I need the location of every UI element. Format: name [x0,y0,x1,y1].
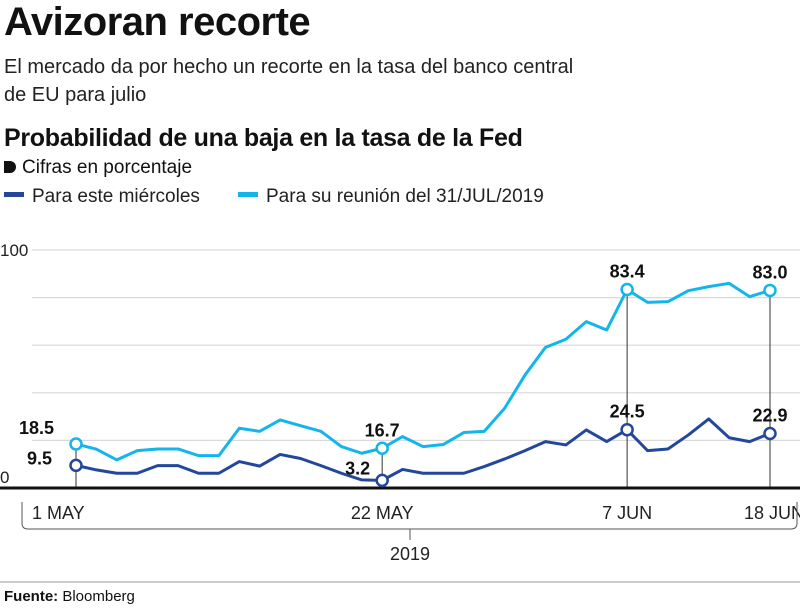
data-point-marker [763,283,777,298]
data-label: 18.5 [19,418,54,438]
data-point-marker [69,437,83,451]
page-title: Avizoran recorte [4,0,311,44]
data-point-marker [620,282,634,297]
unit-note-text: Cifras en porcentaje [22,157,193,178]
x-tick-label: 1 MAY [32,503,85,523]
bullet-icon [4,161,16,173]
x-year-label: 2019 [390,544,430,564]
data-label: 16.7 [365,420,400,440]
legend-swatch-dark [4,192,24,197]
subtitle-line-1: El mercado da por hecho un recorte en la… [4,56,574,78]
legend-item-light: Para su reunión del 31/JUL/2019 [238,186,544,208]
series-line [75,417,771,482]
source-value: Bloomberg [62,588,135,605]
x-tick-label: 22 MAY [351,503,414,523]
y-tick-label: 0 [0,468,9,487]
y-tick-label: 100 [0,241,28,260]
legend-label-dark: Para este miércoles [32,186,200,207]
x-tick-label: 18 JUN [744,503,800,523]
legend-label-light: Para su reunión del 31/JUL/2019 [266,186,544,207]
subtitle-line-2: de EU para julio [4,84,147,106]
data-label: 83.0 [752,262,787,282]
unit-note: Cifras en porcentaje [4,157,192,179]
data-point-marker [620,422,634,437]
x-tick-label: 7 JUN [602,503,652,523]
data-point-marker [763,426,777,441]
data-label: 24.5 [610,402,645,422]
data-label: 9.5 [27,448,52,468]
source-label: Fuente: [4,588,59,605]
data-point-marker [375,473,389,488]
chart-heading: Probabilidad de una baja en la tasa de l… [4,124,523,152]
legend-item-dark: Para este miércoles [4,186,200,208]
data-point-marker [69,458,83,473]
data-label: 83.4 [610,262,645,282]
source-note: Fuente: Bloomberg [4,588,135,605]
data-point-marker [375,441,389,456]
data-label: 3.2 [345,458,370,478]
legend-swatch-light [238,192,258,197]
series-line [75,281,771,462]
data-label: 22.9 [752,405,787,425]
